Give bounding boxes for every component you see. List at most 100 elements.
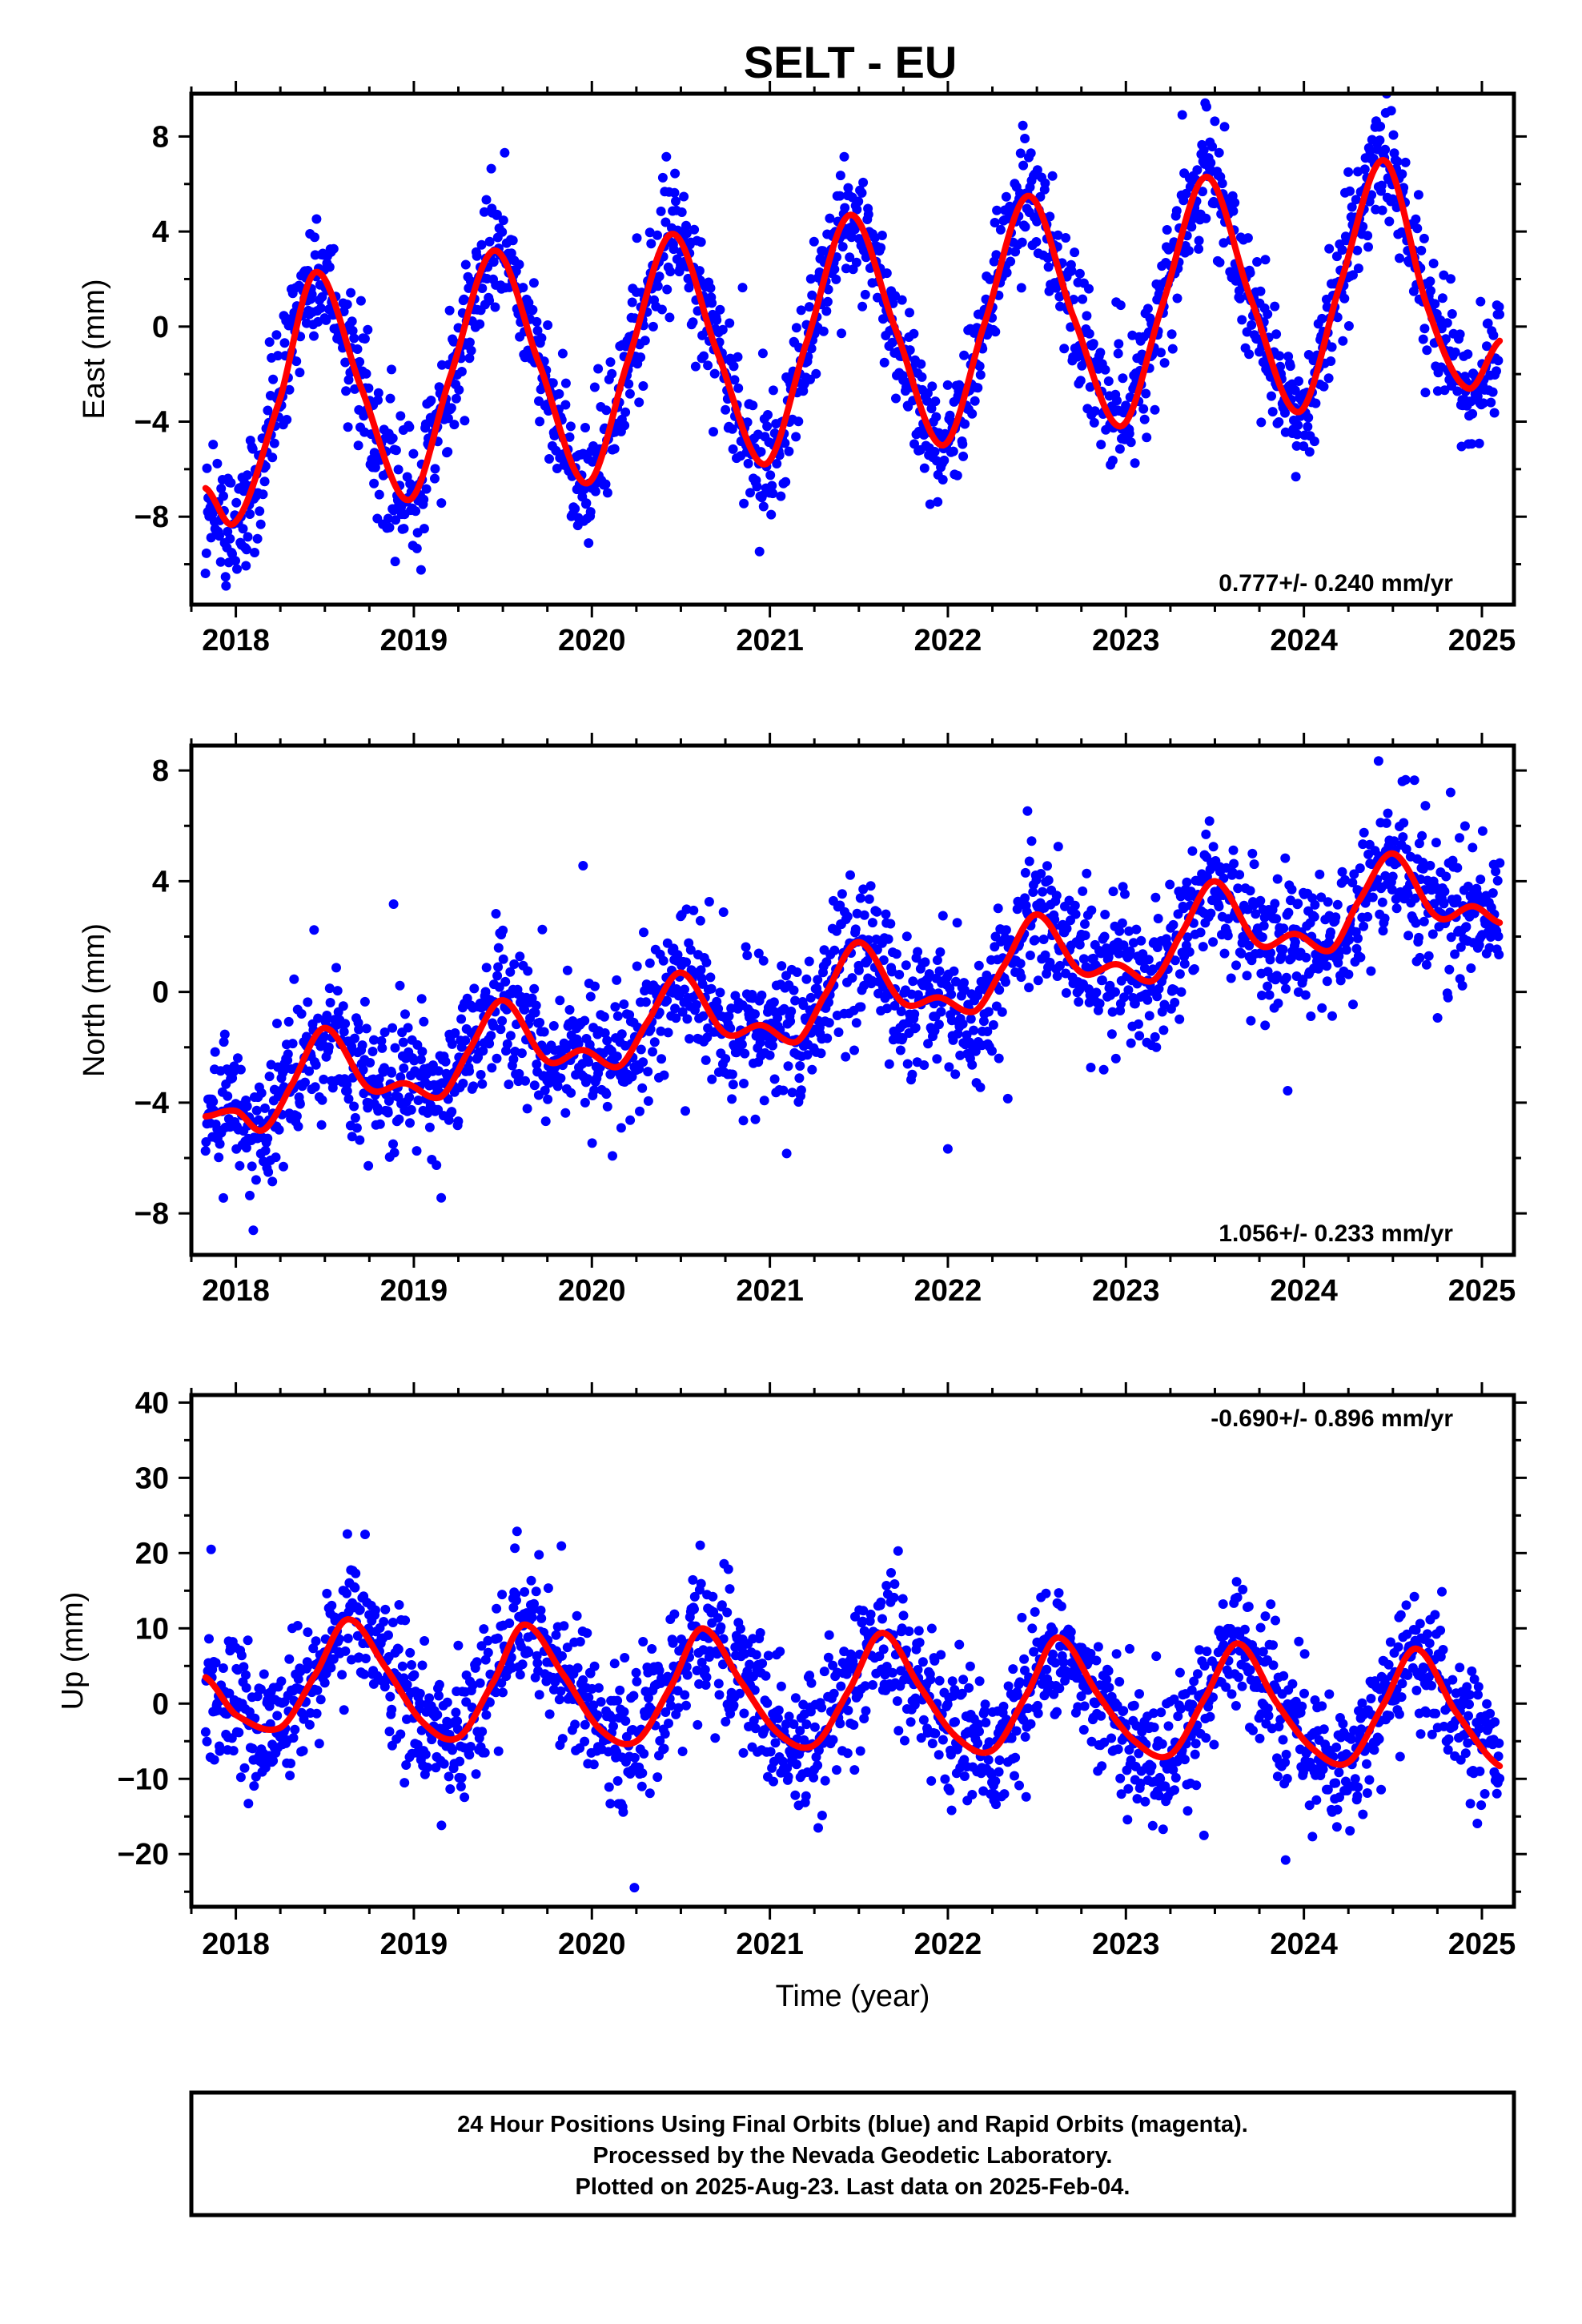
east-point	[353, 440, 363, 451]
north-panel: 2018 2019 2020 2021 2022 2023 2024 2025−8−4048N…	[78, 733, 1527, 1308]
east-point	[252, 533, 263, 544]
east-point	[958, 439, 968, 449]
up-point	[647, 1644, 657, 1654]
north-point	[1242, 971, 1252, 981]
east-point	[1166, 329, 1177, 340]
east-point	[601, 405, 612, 416]
east-point	[343, 375, 354, 385]
east-point	[508, 235, 518, 246]
north-point	[755, 1037, 765, 1047]
east-point	[239, 486, 249, 497]
north-point	[891, 949, 901, 959]
north-y-tick-label: −4	[135, 1087, 169, 1120]
up-point	[234, 1727, 244, 1738]
north-point	[1280, 853, 1291, 863]
north-point	[1118, 940, 1129, 951]
north-point	[399, 1063, 409, 1073]
north-point	[738, 1116, 749, 1126]
north-point	[907, 1069, 917, 1080]
east-point	[263, 405, 273, 416]
east-x-tick-label: 2018	[202, 624, 270, 657]
up-point	[465, 1742, 476, 1751]
up-point	[448, 1745, 457, 1755]
north-point	[347, 1041, 357, 1051]
east-point	[544, 454, 554, 464]
north-point	[662, 995, 673, 1006]
east-point	[448, 336, 459, 347]
north-point	[993, 903, 1003, 914]
east-point	[1422, 345, 1432, 356]
up-point	[512, 1595, 521, 1606]
up-point	[319, 1678, 330, 1688]
east-point	[1138, 404, 1149, 414]
north-point	[1130, 999, 1140, 1009]
north-point	[283, 1049, 293, 1059]
north-point	[332, 986, 343, 996]
up-point	[557, 1734, 568, 1744]
north-point	[264, 1072, 275, 1082]
north-point	[548, 1021, 559, 1031]
east-point	[1171, 206, 1182, 216]
north-point	[1042, 861, 1052, 871]
north-point	[1271, 971, 1282, 981]
east-point	[863, 209, 873, 219]
up-point	[918, 1715, 929, 1725]
up-point	[472, 1657, 482, 1667]
up-point	[243, 1799, 254, 1809]
up-point	[464, 1750, 475, 1760]
up-point	[284, 1654, 295, 1664]
east-point	[679, 191, 689, 202]
east-point	[1489, 408, 1500, 418]
east-point	[232, 564, 242, 574]
north-point	[882, 1003, 892, 1014]
north-point	[424, 1122, 435, 1132]
north-point	[946, 989, 957, 999]
north-point	[769, 997, 779, 1007]
east-point	[1309, 436, 1319, 447]
up-point	[439, 1759, 449, 1769]
north-point	[1080, 931, 1090, 940]
north-point	[1383, 808, 1393, 818]
north-point	[859, 980, 869, 991]
north-point	[685, 945, 696, 955]
up-point	[688, 1574, 698, 1585]
north-point	[1344, 935, 1354, 945]
east-point	[1304, 447, 1315, 457]
north-point	[785, 1016, 796, 1027]
up-point	[809, 1722, 820, 1732]
north-point	[1202, 871, 1212, 882]
north-point	[1322, 976, 1332, 987]
east-point	[1418, 334, 1428, 344]
north-point	[416, 994, 427, 1004]
east-point	[1053, 230, 1063, 240]
east-point	[557, 348, 568, 359]
north-point	[1331, 912, 1341, 923]
up-point	[755, 1628, 765, 1638]
north-point	[901, 960, 911, 971]
north-point	[1236, 948, 1247, 959]
east-point	[851, 257, 861, 267]
up-point	[385, 1691, 396, 1702]
up-point	[512, 1526, 522, 1537]
up-point	[736, 1623, 745, 1634]
east-point	[985, 274, 995, 284]
up-point	[517, 1659, 528, 1670]
north-point	[447, 1107, 457, 1117]
north-point	[600, 1028, 610, 1038]
north-point	[855, 893, 865, 903]
east-point	[548, 378, 558, 388]
up-point	[315, 1695, 326, 1705]
north-point	[529, 1080, 540, 1091]
east-point	[1235, 293, 1245, 304]
north-point	[1091, 987, 1102, 998]
up-point	[629, 1883, 640, 1893]
north-point	[1359, 921, 1369, 931]
east-point	[995, 224, 1006, 235]
east-point	[250, 548, 259, 557]
east-point	[1463, 349, 1473, 360]
north-point	[350, 1033, 359, 1043]
up-point	[783, 1771, 793, 1782]
east-point	[646, 239, 656, 249]
east-point	[464, 353, 475, 364]
